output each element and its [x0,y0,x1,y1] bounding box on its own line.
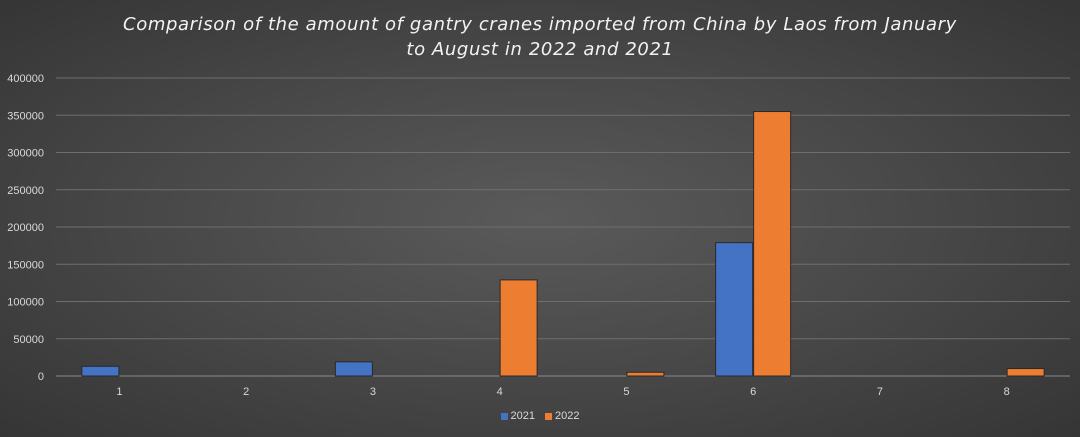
bar-2022-6 [753,111,792,377]
chart-title: Comparison of the amount of gantry crane… [90,12,990,62]
bar-2021-6 [715,242,754,377]
x-tick-label: 6 [750,386,756,398]
x-tick-label: 8 [1004,386,1010,398]
legend-label-2022: 2022 [555,410,580,422]
x-axis-tick-labels: 1 2 3 4 5 6 7 8 [116,386,1009,398]
y-tick-label: 50000 [13,334,44,346]
bar-2021-3 [334,361,373,377]
y-axis-tick-labels: 0 50000 100000 150000 200000 250000 300000 3500… [7,73,44,383]
legend-label-2021: 2021 [510,410,535,422]
y-tick-label: 400000 [7,73,44,85]
x-tick-label: 7 [877,386,883,398]
legend: 2021 2022 [0,410,1080,422]
y-tick-label: 350000 [7,110,44,122]
bars [81,111,1045,377]
x-tick-label: 5 [623,386,629,398]
legend-item-2021: 2021 [500,410,535,422]
y-tick-label: 300000 [7,148,44,160]
y-tick-label: 100000 [7,297,44,309]
x-tick-label: 3 [370,386,376,398]
x-tick-label: 2 [243,386,249,398]
x-tick-label: 1 [116,386,122,398]
chart-title-line-2: to August in 2022 and 2021 [406,39,674,60]
x-tick-label: 4 [497,386,503,398]
gridlines [56,77,1070,377]
legend-swatch-2021 [500,412,508,420]
y-tick-label: 250000 [7,185,44,197]
y-tick-label: 200000 [7,222,44,234]
bar-2021-1 [81,365,120,377]
y-tick-label: 150000 [7,259,44,271]
bar-2022-4 [499,279,538,377]
legend-item-2022: 2022 [545,410,579,422]
y-tick-label: 0 [38,371,44,383]
chart-title-line-1: Comparison of the amount of gantry crane… [123,14,957,35]
bar-2022-8 [1006,368,1045,377]
bar-2022-5 [626,371,665,377]
legend-swatch-2022 [545,412,552,420]
